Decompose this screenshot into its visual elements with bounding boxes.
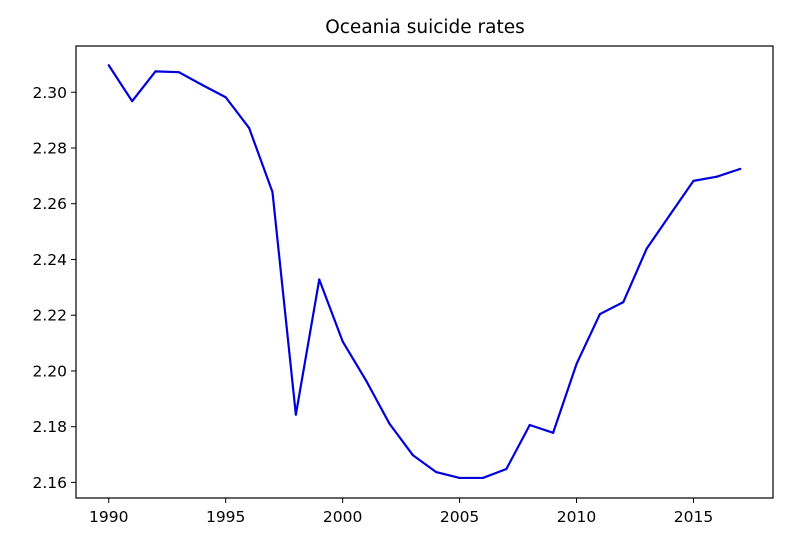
data-point	[388, 422, 391, 425]
data-point	[645, 247, 648, 250]
data-point	[411, 453, 414, 457]
y-tick-label: 2.24	[32, 251, 67, 269]
data-point	[294, 413, 297, 416]
data-point	[271, 190, 274, 194]
data-point	[247, 126, 251, 130]
y-tick-label: 2.26	[32, 195, 67, 213]
x-axis: 1990 1995 2000 2005 2010 2015	[89, 498, 713, 526]
data-point	[201, 83, 204, 87]
data-point	[528, 423, 531, 427]
series-layer	[107, 64, 742, 480]
x-tick-label: 2015	[674, 508, 713, 526]
data-point	[715, 175, 718, 178]
data-point	[739, 167, 742, 170]
y-axis: 2.16 2.18 2.20 2.22 2.24 2.26 2.28 2.30	[32, 84, 76, 492]
data-point	[622, 300, 625, 304]
data-point	[435, 470, 438, 474]
plot-area: 1990 1995 2000 2005 2010 2015 2.16 2.18 2.20 2.2…	[32, 45, 774, 526]
x-tick-label: 1990	[89, 508, 128, 526]
y-tick-label: 2.20	[32, 362, 67, 380]
data-point	[318, 278, 321, 281]
data-point	[107, 64, 110, 67]
x-tick-label: 2000	[323, 508, 362, 526]
y-tick-label: 2.30	[32, 84, 67, 102]
y-tick-label: 2.28	[32, 139, 67, 157]
series-line	[107, 64, 741, 480]
data-point	[364, 379, 368, 382]
data-point	[575, 362, 578, 366]
data-point	[458, 476, 461, 480]
plot-frame	[75, 45, 774, 499]
x-tick-label: 1995	[206, 508, 245, 526]
data-point	[177, 71, 181, 74]
y-tick-label: 2.22	[32, 307, 67, 325]
data-point	[552, 431, 555, 434]
data-point	[598, 312, 602, 316]
y-tick-label: 2.16	[32, 474, 67, 492]
data-point	[154, 70, 157, 73]
x-tick-label: 2005	[440, 508, 479, 526]
data-point	[668, 213, 672, 216]
data-point	[224, 96, 227, 99]
chart-title: Oceania suicide rates	[325, 17, 525, 38]
data-point	[505, 467, 508, 471]
x-tick-label: 2010	[557, 508, 596, 526]
data-point	[341, 340, 344, 343]
data-point	[131, 100, 134, 103]
data-point	[481, 476, 485, 480]
data-point	[692, 179, 695, 182]
y-tick-label: 2.18	[32, 418, 67, 436]
